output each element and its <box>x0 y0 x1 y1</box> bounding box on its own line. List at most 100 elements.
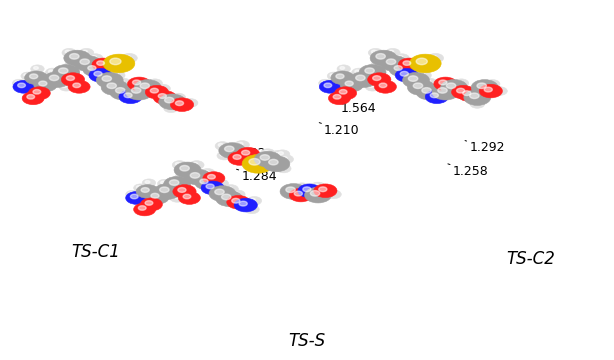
Circle shape <box>89 68 112 82</box>
Circle shape <box>454 79 468 87</box>
Text: TS-C2: TS-C2 <box>506 250 555 268</box>
Circle shape <box>24 74 28 77</box>
Circle shape <box>410 68 415 71</box>
Circle shape <box>141 198 163 211</box>
Circle shape <box>223 185 238 193</box>
Circle shape <box>400 71 408 76</box>
Circle shape <box>214 179 228 188</box>
Circle shape <box>327 190 341 199</box>
Circle shape <box>178 192 200 204</box>
Circle shape <box>368 84 373 87</box>
Circle shape <box>217 151 231 160</box>
Circle shape <box>92 58 114 71</box>
Circle shape <box>203 172 225 185</box>
Circle shape <box>463 91 471 95</box>
Circle shape <box>333 95 341 99</box>
Circle shape <box>298 185 303 188</box>
Circle shape <box>473 102 478 104</box>
Circle shape <box>116 78 131 87</box>
Circle shape <box>330 74 335 77</box>
Circle shape <box>254 151 281 167</box>
Circle shape <box>126 84 153 100</box>
Circle shape <box>159 86 164 89</box>
Circle shape <box>187 100 192 103</box>
Circle shape <box>441 80 467 95</box>
Circle shape <box>420 73 425 76</box>
Circle shape <box>68 80 90 93</box>
Circle shape <box>170 194 184 202</box>
Circle shape <box>328 92 351 105</box>
Circle shape <box>446 83 456 89</box>
Circle shape <box>159 94 185 110</box>
Circle shape <box>250 198 255 201</box>
Circle shape <box>173 185 196 198</box>
Circle shape <box>376 54 386 59</box>
Circle shape <box>140 83 149 89</box>
Circle shape <box>160 187 169 193</box>
Circle shape <box>110 84 137 100</box>
Circle shape <box>119 90 142 104</box>
Circle shape <box>282 157 287 160</box>
Circle shape <box>228 152 251 165</box>
Circle shape <box>215 189 224 195</box>
Circle shape <box>88 66 96 71</box>
Circle shape <box>476 89 491 98</box>
Circle shape <box>189 161 204 169</box>
Circle shape <box>330 192 335 195</box>
Circle shape <box>128 192 133 195</box>
Circle shape <box>373 76 381 81</box>
Circle shape <box>34 78 57 92</box>
Circle shape <box>15 81 20 84</box>
Circle shape <box>359 64 386 80</box>
Circle shape <box>180 166 189 171</box>
Circle shape <box>18 83 25 87</box>
Circle shape <box>389 63 413 76</box>
Circle shape <box>206 184 214 189</box>
Circle shape <box>470 93 479 99</box>
Text: 1.258: 1.258 <box>448 164 489 177</box>
Circle shape <box>209 186 236 202</box>
Circle shape <box>470 100 484 108</box>
Circle shape <box>134 184 147 192</box>
Circle shape <box>126 192 148 204</box>
Circle shape <box>80 59 90 64</box>
Circle shape <box>336 74 344 79</box>
Circle shape <box>178 188 186 192</box>
Circle shape <box>111 71 125 80</box>
Circle shape <box>64 61 79 69</box>
Circle shape <box>122 53 138 63</box>
Circle shape <box>218 144 223 147</box>
Circle shape <box>428 53 443 63</box>
Circle shape <box>340 90 347 94</box>
Circle shape <box>66 76 74 81</box>
Circle shape <box>146 85 169 99</box>
Circle shape <box>141 188 149 192</box>
Circle shape <box>64 50 91 66</box>
Text: TS-C1: TS-C1 <box>71 243 120 261</box>
Circle shape <box>49 75 59 81</box>
Circle shape <box>279 166 285 169</box>
Circle shape <box>130 194 138 199</box>
Circle shape <box>236 147 260 161</box>
Circle shape <box>335 87 357 100</box>
Circle shape <box>368 73 391 86</box>
Circle shape <box>416 84 443 100</box>
Circle shape <box>225 146 234 152</box>
Circle shape <box>145 201 153 205</box>
Circle shape <box>200 168 215 177</box>
Circle shape <box>485 80 500 88</box>
Circle shape <box>184 169 211 185</box>
Circle shape <box>82 50 87 53</box>
Circle shape <box>174 95 179 98</box>
Circle shape <box>58 68 68 73</box>
Circle shape <box>269 159 278 165</box>
Circle shape <box>356 75 365 81</box>
Circle shape <box>61 73 85 86</box>
Circle shape <box>13 80 35 93</box>
Circle shape <box>79 48 94 57</box>
Circle shape <box>278 152 284 155</box>
Circle shape <box>102 76 112 81</box>
Circle shape <box>174 162 201 178</box>
Circle shape <box>410 54 441 73</box>
Circle shape <box>480 91 484 94</box>
